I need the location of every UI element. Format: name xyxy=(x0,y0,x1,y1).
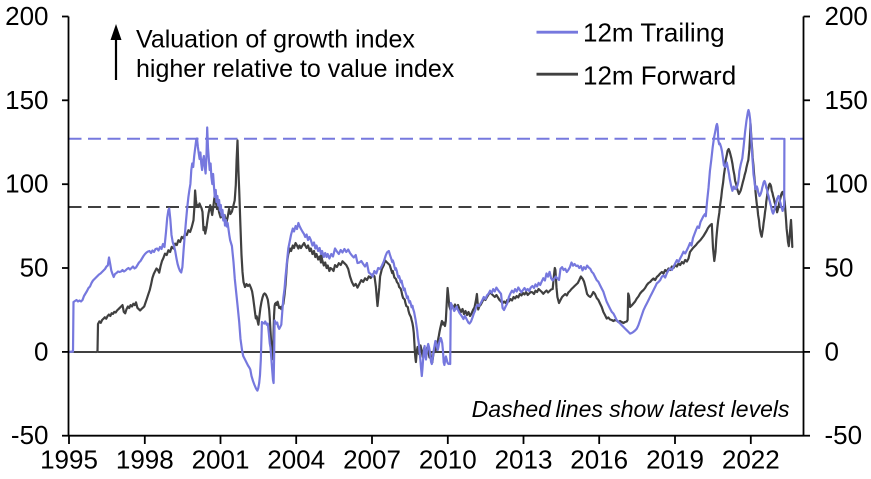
svg-text:2004: 2004 xyxy=(267,445,325,475)
svg-text:2016: 2016 xyxy=(570,445,628,475)
svg-text:2019: 2019 xyxy=(646,445,704,475)
svg-text:-50: -50 xyxy=(11,420,49,450)
svg-text:1998: 1998 xyxy=(116,445,174,475)
svg-text:0: 0 xyxy=(34,336,48,366)
svg-text:higher relative to value index: higher relative to value index xyxy=(136,55,455,83)
svg-text:2007: 2007 xyxy=(343,445,401,475)
svg-text:-50: -50 xyxy=(825,420,863,450)
svg-text:100: 100 xyxy=(5,169,48,199)
svg-text:12m Forward: 12m Forward xyxy=(583,61,736,91)
svg-text:150: 150 xyxy=(825,85,868,115)
svg-text:50: 50 xyxy=(20,253,49,283)
svg-text:12m Trailing: 12m Trailing xyxy=(583,18,725,48)
svg-text:2022: 2022 xyxy=(722,445,780,475)
svg-text:100: 100 xyxy=(825,169,868,199)
svg-text:2010: 2010 xyxy=(419,445,477,475)
svg-text:Valuation of growth index: Valuation of growth index xyxy=(136,26,415,54)
svg-text:1995: 1995 xyxy=(40,445,98,475)
svg-text:0: 0 xyxy=(825,336,839,366)
svg-text:200: 200 xyxy=(5,1,48,31)
svg-text:2001: 2001 xyxy=(192,445,250,475)
svg-text:200: 200 xyxy=(825,1,868,31)
svg-text:2013: 2013 xyxy=(495,445,553,475)
svg-text:Dashed lines show latest level: Dashed lines show latest levels xyxy=(472,396,790,422)
svg-text:150: 150 xyxy=(5,85,48,115)
svg-text:50: 50 xyxy=(825,253,854,283)
